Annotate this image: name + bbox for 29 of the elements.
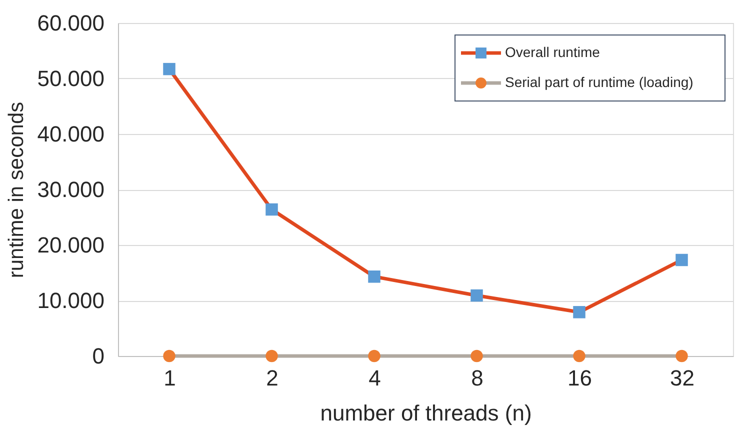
x-tick-label: 16 bbox=[568, 366, 592, 390]
y-tick-label: 60.000 bbox=[37, 10, 104, 36]
point bbox=[163, 350, 176, 362]
point bbox=[676, 350, 688, 362]
legend-label: Overall runtime bbox=[505, 44, 600, 60]
y-tick-label: 10.000 bbox=[37, 288, 104, 313]
y-axis-title: runtime in seconds bbox=[5, 102, 28, 278]
x-tick-label: 4 bbox=[368, 366, 381, 390]
point bbox=[368, 350, 380, 362]
y-tick-label: 50.000 bbox=[37, 66, 104, 91]
point bbox=[163, 62, 176, 76]
point bbox=[368, 270, 380, 283]
y-tick-label: 20.000 bbox=[37, 232, 104, 258]
x-tick-label: 2 bbox=[266, 366, 278, 390]
x-tick-label: 1 bbox=[164, 366, 176, 390]
point bbox=[676, 254, 688, 266]
point bbox=[470, 289, 483, 302]
point bbox=[573, 306, 586, 318]
y-tick-label: 40.000 bbox=[37, 122, 104, 146]
point bbox=[266, 203, 278, 216]
point bbox=[470, 350, 483, 362]
y-tick-label: 30.000 bbox=[37, 177, 104, 202]
point bbox=[573, 350, 586, 362]
point bbox=[266, 350, 278, 362]
x-tick-label: 32 bbox=[670, 366, 694, 390]
x-tick-label: 8 bbox=[471, 366, 484, 390]
y-tick-label: 0 bbox=[92, 344, 104, 368]
x-axis-title: number of threads (n) bbox=[320, 400, 532, 426]
legend-label: Serial part of runtime (loading) bbox=[505, 74, 694, 90]
